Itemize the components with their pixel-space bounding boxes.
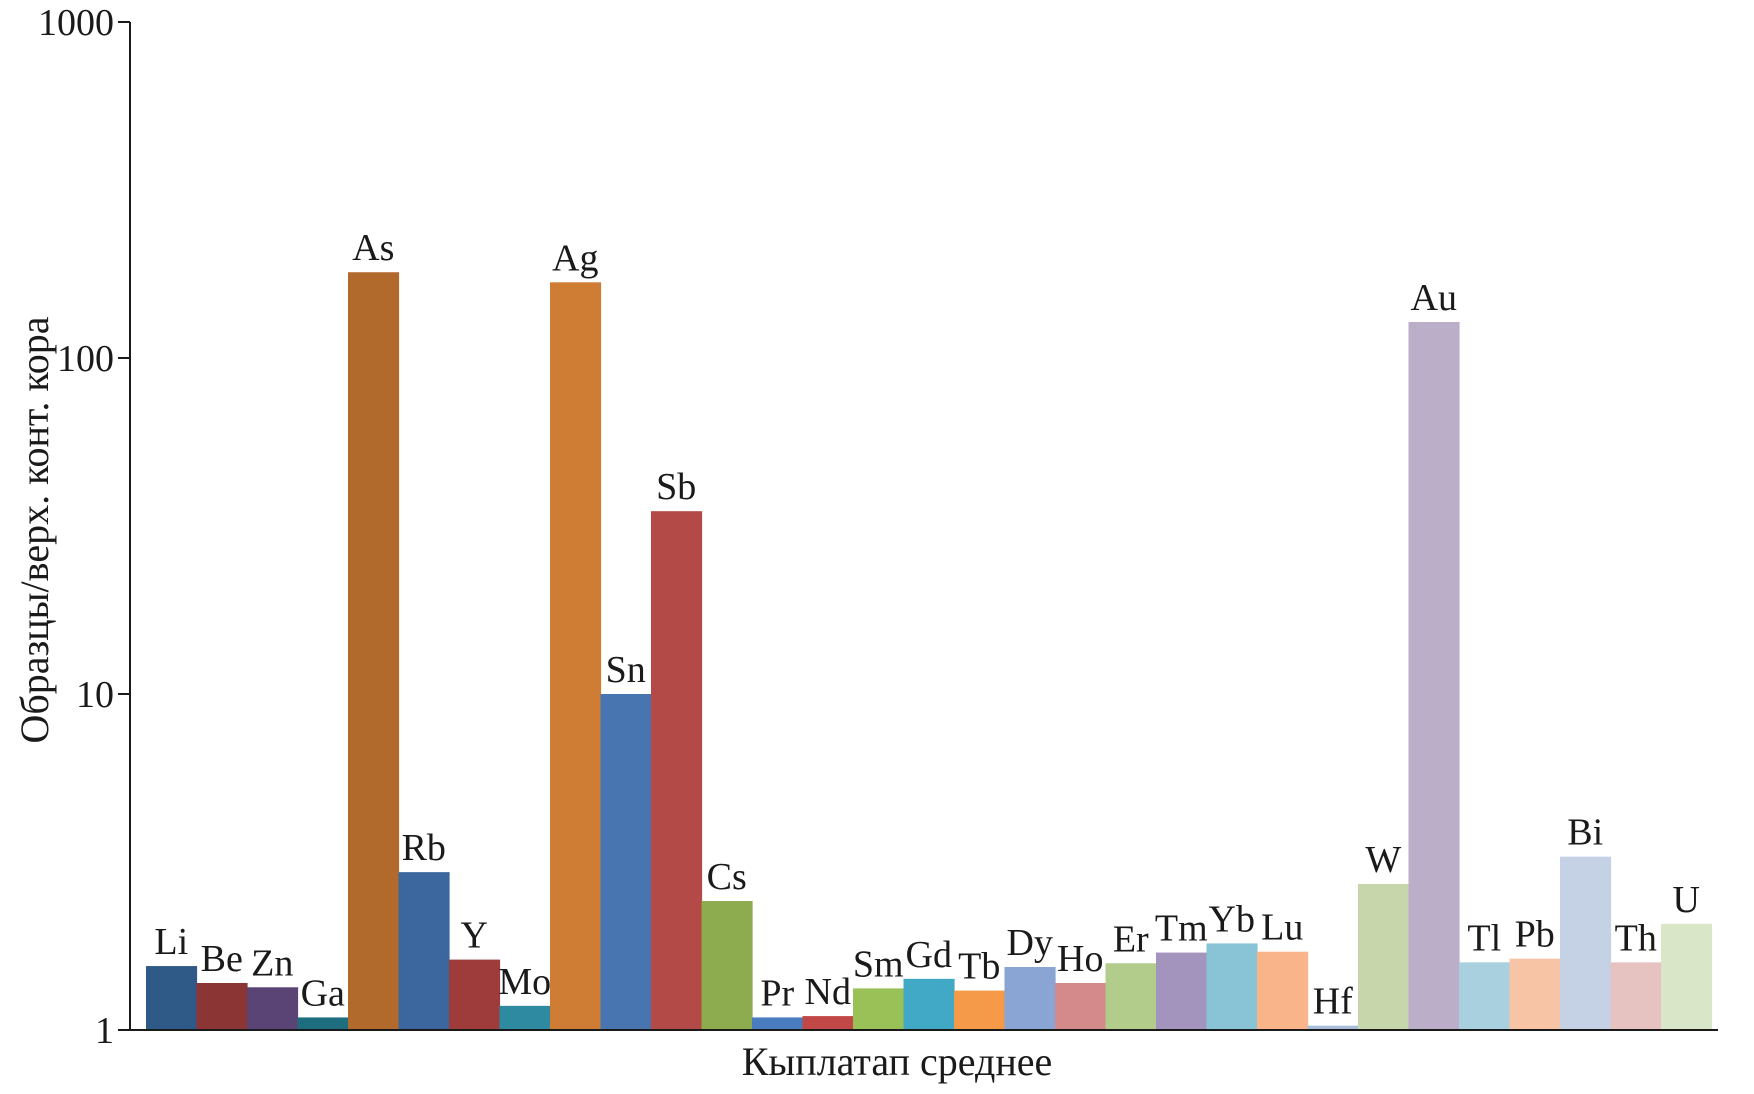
bar-label-th: Th	[1615, 917, 1657, 959]
bar-label-tm: Tm	[1155, 908, 1208, 950]
bar-label-sm: Sm	[853, 943, 904, 985]
bar-label-ho: Ho	[1057, 938, 1103, 980]
bar-be	[196, 983, 248, 1030]
bar-li	[146, 966, 198, 1030]
bar-hf	[1307, 1025, 1359, 1030]
bar-label-zn: Zn	[251, 942, 293, 984]
bar-label-er: Er	[1113, 918, 1149, 960]
bar-th	[1610, 962, 1662, 1030]
bar-label-pb: Pb	[1515, 914, 1555, 956]
bar-label-pr: Pr	[760, 972, 794, 1014]
bar-sb	[651, 511, 703, 1030]
axes-layer	[129, 22, 1718, 1031]
bar-tm	[1156, 952, 1208, 1030]
bars-layer	[146, 272, 1713, 1031]
bar-tb	[954, 990, 1006, 1030]
bar-label-u: U	[1673, 879, 1700, 921]
bar-dy	[1004, 966, 1056, 1030]
bar-er	[1105, 963, 1157, 1030]
bar-lu	[1257, 951, 1309, 1030]
bar-label-tl: Tl	[1467, 917, 1501, 959]
bar-label-nd: Nd	[805, 971, 851, 1013]
bar-nd	[802, 1016, 854, 1030]
bar-label-bi: Bi	[1567, 812, 1603, 854]
bar-label-au: Au	[1411, 277, 1457, 319]
bar-label-lu: Lu	[1261, 907, 1303, 949]
bar-tl	[1459, 962, 1511, 1030]
bar-yb	[1206, 943, 1258, 1030]
bar-label-yb: Yb	[1209, 898, 1255, 940]
bar-y	[449, 959, 501, 1030]
bar-ga	[297, 1017, 349, 1030]
bar-label-cs: Cs	[707, 856, 747, 898]
bar-label-w: W	[1365, 839, 1401, 881]
bar-label-gd: Gd	[906, 934, 952, 976]
bar-label-tb: Tb	[958, 946, 1000, 988]
y-ticks-layer: 1 10 100 1000	[38, 2, 130, 1052]
bar-pr	[752, 1017, 804, 1030]
bar-label-rb: Rb	[402, 827, 446, 869]
y-tick-label-10: 10	[76, 674, 114, 716]
bar-label-mo: Mo	[498, 961, 551, 1003]
bar-label-hf: Hf	[1313, 981, 1353, 1023]
bar-gd	[903, 978, 955, 1030]
bar-label-li: Li	[154, 921, 188, 963]
bar-pb	[1509, 958, 1561, 1030]
bar-label-ag: Ag	[552, 237, 598, 279]
y-tick-label-1: 1	[95, 1010, 114, 1052]
bar-cs	[701, 901, 753, 1030]
bar-rb	[398, 872, 450, 1030]
bar-au	[1408, 321, 1460, 1031]
bar-mo	[499, 1005, 551, 1030]
bar-u	[1661, 923, 1713, 1030]
bar-label-ga: Ga	[301, 972, 345, 1014]
bar-zn	[247, 987, 299, 1030]
bar-bi	[1560, 856, 1612, 1030]
y-tick-label-100: 100	[57, 338, 114, 380]
bar-sm	[853, 988, 905, 1030]
bar-label-be: Be	[201, 938, 243, 980]
y-axis-title: Образцы/верх. конт. кора	[12, 316, 57, 743]
bar-label-dy: Dy	[1007, 922, 1053, 964]
bar-w	[1358, 883, 1410, 1030]
bar-label-y: Y	[461, 915, 488, 957]
bar-sn	[600, 694, 652, 1030]
y-tick-label-1000: 1000	[38, 2, 114, 44]
bar-label-sb: Sb	[656, 466, 696, 508]
bar-ag	[550, 282, 602, 1030]
bar-label-sn: Sn	[606, 649, 646, 691]
bar-label-as: As	[352, 227, 394, 269]
bar-as	[348, 272, 400, 1031]
x-axis-title: Кыплатап среднее	[742, 1039, 1053, 1084]
bar-ho	[1055, 983, 1107, 1030]
